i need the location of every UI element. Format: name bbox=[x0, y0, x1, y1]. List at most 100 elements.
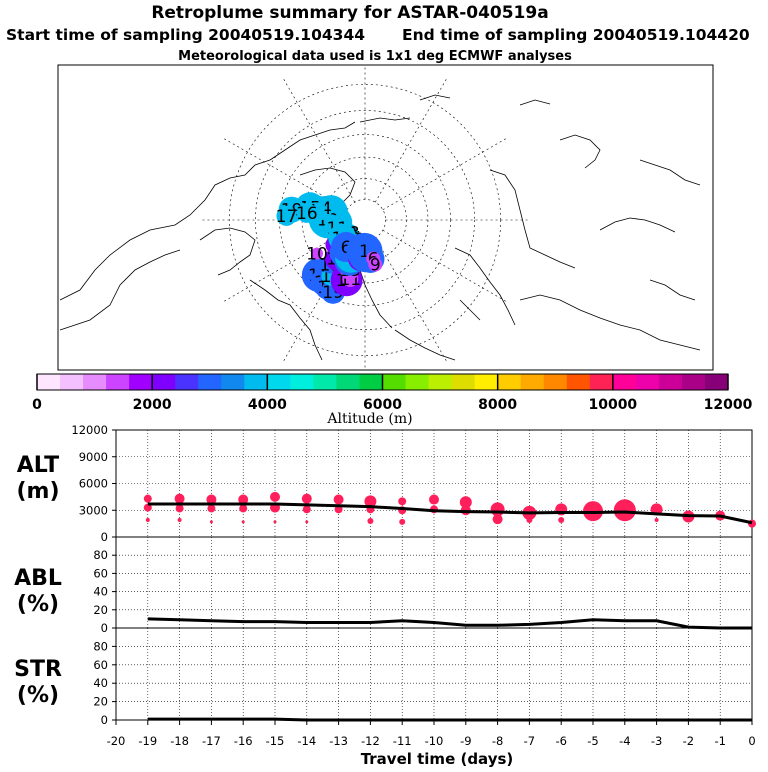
cluster-point bbox=[206, 494, 217, 505]
panel-alt: 0 3000 6000 9000 12000 ALT(m) bbox=[16, 423, 756, 544]
svg-text:1: 1 bbox=[359, 242, 370, 262]
x-tick-label: -14 bbox=[297, 734, 316, 748]
x-tick-label: -10 bbox=[425, 734, 444, 748]
colorbar-tick-label: 0 bbox=[32, 397, 42, 413]
meridian-line bbox=[282, 77, 355, 203]
svg-text:10: 10 bbox=[306, 245, 328, 265]
cluster-point bbox=[270, 491, 280, 502]
cluster-point bbox=[459, 496, 472, 509]
x-tick-label: -3 bbox=[651, 734, 662, 748]
colorbar-cell bbox=[612, 374, 637, 390]
x-axis-label: Travel time (days) bbox=[361, 750, 514, 768]
y-tick-label: 20 bbox=[93, 695, 108, 709]
svg-text:9: 9 bbox=[370, 256, 381, 276]
x-tick-label: -16 bbox=[234, 734, 253, 748]
colorbar-cell bbox=[589, 374, 614, 390]
colorbar-ticks: 0 2000 4000 6000 8000 10000 12000 bbox=[32, 374, 753, 413]
colorbar-cell bbox=[681, 374, 706, 390]
meridian-line bbox=[222, 137, 348, 210]
plume-marker: 17 bbox=[276, 205, 297, 227]
map-graticule bbox=[200, 65, 530, 370]
colorbar-cell bbox=[83, 374, 107, 390]
colorbar-cell bbox=[244, 374, 268, 390]
x-tick-label: -12 bbox=[361, 734, 380, 748]
cluster-point bbox=[305, 520, 309, 524]
cluster-point bbox=[143, 494, 152, 503]
y-tick-label: 0 bbox=[101, 621, 108, 635]
latitude-circle bbox=[301, 156, 429, 284]
colorbar-tick-label: 2000 bbox=[133, 397, 172, 413]
x-tick-label: -11 bbox=[393, 734, 412, 748]
cluster-point bbox=[492, 514, 503, 525]
colorbar-cell bbox=[106, 374, 130, 390]
panel-unit: (%) bbox=[17, 592, 59, 617]
cluster-point bbox=[302, 505, 311, 514]
x-tick-label: -18 bbox=[170, 734, 189, 748]
cluster-point bbox=[238, 494, 249, 505]
x-tick-label: -20 bbox=[107, 734, 126, 748]
latitude-circle bbox=[255, 110, 475, 330]
x-tick-label: -5 bbox=[587, 734, 598, 748]
colorbar-cell bbox=[566, 374, 591, 390]
cluster-point bbox=[429, 494, 439, 505]
colorbar-cell bbox=[543, 374, 568, 390]
map-panel: 1617181914111099101113111310141516181911… bbox=[57, 64, 714, 371]
panel-label: ALT bbox=[17, 453, 59, 478]
meridian-line bbox=[375, 237, 448, 363]
cluster-point bbox=[239, 504, 248, 513]
cluster-point bbox=[174, 493, 185, 504]
meridian-line bbox=[375, 77, 448, 203]
colorbar-cell bbox=[474, 374, 499, 390]
colorbar-cell bbox=[658, 374, 683, 390]
cluster-point bbox=[613, 499, 636, 522]
cluster-point bbox=[364, 495, 377, 508]
x-tick-label: -19 bbox=[138, 734, 157, 748]
cluster-point bbox=[367, 517, 374, 524]
cluster-point bbox=[399, 518, 406, 525]
cluster-point bbox=[398, 497, 407, 506]
cluster-point bbox=[273, 520, 277, 524]
colorbar-cell bbox=[313, 374, 337, 390]
x-tick-label: -8 bbox=[492, 734, 503, 748]
cluster-point bbox=[654, 518, 659, 523]
cluster-point bbox=[558, 517, 565, 524]
colorbar-tick-label: 10000 bbox=[588, 397, 637, 413]
latitude-circle bbox=[279, 134, 451, 306]
y-tick-label: 40 bbox=[93, 585, 108, 599]
colorbar-tick-label: 12000 bbox=[704, 397, 753, 413]
x-axis: -20 -19 -18 -17 -16 -15 -14 -13 -12 -11 -10 -9 -8 -7-… bbox=[107, 720, 756, 748]
abl-mean-line bbox=[147, 617, 752, 630]
panel-label: STR bbox=[14, 657, 62, 682]
x-tick-label: 0 bbox=[748, 734, 755, 748]
plume-marker: 9 bbox=[368, 256, 383, 276]
cluster-point bbox=[333, 494, 344, 505]
cluster-point bbox=[241, 520, 245, 524]
alt-mean-line bbox=[147, 502, 753, 525]
y-tick-label: 60 bbox=[93, 658, 108, 672]
x-tick-label: -2 bbox=[683, 734, 694, 748]
plume-markers: 1617181914111099101113111310141516181911… bbox=[276, 192, 385, 304]
cluster-point bbox=[175, 504, 184, 513]
colorbar-cell bbox=[152, 374, 176, 390]
time-series-panels: 030006000900012000ALT(m)020406080ABL(%)0… bbox=[14, 423, 756, 727]
colorbar-label: Altitude (m) bbox=[326, 411, 412, 427]
cluster-point bbox=[177, 518, 182, 523]
meridian-line bbox=[382, 230, 508, 303]
colorbar-cell bbox=[198, 374, 222, 390]
colorbar-tick-label: 6000 bbox=[363, 397, 402, 413]
title-start: Start time of sampling 20040519.104344 bbox=[6, 26, 365, 44]
x-tick-label: -13 bbox=[329, 734, 348, 748]
meridian-line bbox=[282, 237, 355, 363]
svg-text:6: 6 bbox=[341, 238, 352, 258]
coastlines bbox=[59, 94, 701, 361]
y-tick-label: 0 bbox=[101, 713, 108, 727]
colorbar-cell bbox=[290, 374, 314, 390]
title-main: Retroplume summary for ASTAR-040519a bbox=[151, 3, 548, 23]
colorbar-cell bbox=[129, 374, 153, 390]
y-tick-label: 9000 bbox=[79, 450, 108, 464]
colorbar-cell bbox=[704, 374, 729, 390]
colorbar-cell bbox=[405, 374, 430, 390]
colorbar-cell bbox=[382, 374, 407, 390]
y-tick-label: 3000 bbox=[79, 503, 108, 517]
plume-marker: 10 bbox=[306, 245, 328, 265]
